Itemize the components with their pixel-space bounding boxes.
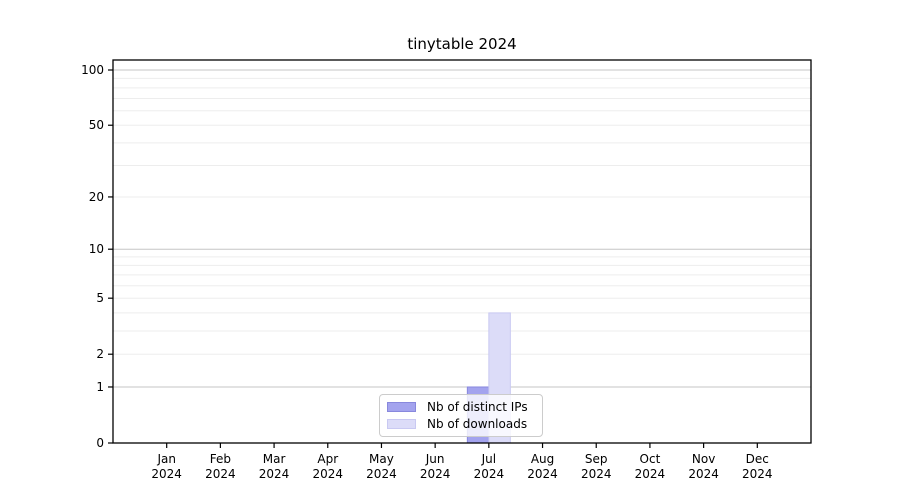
x-tick-year: 2024 — [151, 467, 182, 481]
legend: Nb of distinct IPs Nb of downloads — [379, 394, 543, 437]
y-tick-label: 50 — [88, 118, 104, 133]
x-tick-label: May 2024 — [355, 452, 409, 482]
x-tick-year: 2024 — [527, 467, 558, 481]
x-tick-month: Jan — [157, 452, 176, 466]
x-tick-year: 2024 — [634, 467, 666, 481]
x-tick-month: Jun — [425, 452, 445, 466]
x-tick-month: May — [369, 452, 394, 466]
y-tick-label: 5 — [96, 291, 104, 306]
x-tick-month: Jul — [481, 452, 497, 466]
y-tick-label: 10 — [88, 242, 104, 257]
legend-swatch-nb-of-downloads — [387, 419, 416, 429]
x-tick-year: 2024 — [580, 467, 612, 481]
x-tick-month: Oct — [639, 452, 661, 466]
x-tick-year: 2024 — [258, 467, 290, 481]
x-tick-year: 2024 — [688, 467, 719, 481]
x-tick-month: Dec — [745, 452, 769, 466]
x-tick-label: Apr 2024 — [301, 452, 355, 482]
legend-label: Nb of distinct IPs — [427, 400, 528, 414]
y-tick-label: 1 — [96, 379, 104, 394]
x-tick-label: Oct 2024 — [623, 452, 677, 482]
x-tick-year: 2024 — [205, 467, 236, 481]
legend-entry: Nb of distinct IPs — [387, 400, 535, 414]
y-tick-label: 100 — [81, 63, 104, 77]
x-tick-year: 2024 — [419, 467, 451, 481]
legend-swatch-nb-of-distinct-ips — [387, 402, 416, 412]
y-tick-label: 2 — [96, 347, 104, 362]
x-tick-label: Jan 2024 — [140, 452, 194, 482]
x-tick-year: 2024 — [742, 467, 773, 481]
legend-label: Nb of downloads — [427, 417, 528, 431]
x-tick-year: 2024 — [473, 467, 505, 481]
x-tick-month: Nov — [691, 452, 716, 466]
x-tick-month: Apr — [317, 452, 339, 466]
chart-title: tinytable 2024 — [407, 35, 517, 53]
x-tick-month: Aug — [530, 452, 555, 466]
x-tick-label: Sep 2024 — [569, 452, 623, 482]
x-tick-month: Sep — [584, 452, 608, 466]
legend-entry: Nb of downloads — [387, 417, 535, 431]
x-tick-label: Dec 2024 — [730, 452, 784, 482]
x-tick-label: Jun 2024 — [408, 452, 462, 482]
x-tick-label: Feb 2024 — [194, 452, 248, 482]
x-tick-month: Mar — [262, 452, 286, 466]
x-tick-year: 2024 — [366, 467, 397, 481]
x-tick-label: Mar 2024 — [247, 452, 301, 482]
y-tick-label: 0 — [96, 436, 104, 450]
x-tick-month: Feb — [209, 452, 231, 466]
plot-border — [112, 59, 812, 444]
x-tick-year: 2024 — [312, 467, 344, 481]
y-tick-label: 20 — [88, 189, 104, 204]
x-tick-label: Aug 2024 — [516, 452, 570, 482]
x-tick-label: Jul 2024 — [462, 452, 516, 482]
x-tick-label: Nov 2024 — [677, 452, 731, 482]
